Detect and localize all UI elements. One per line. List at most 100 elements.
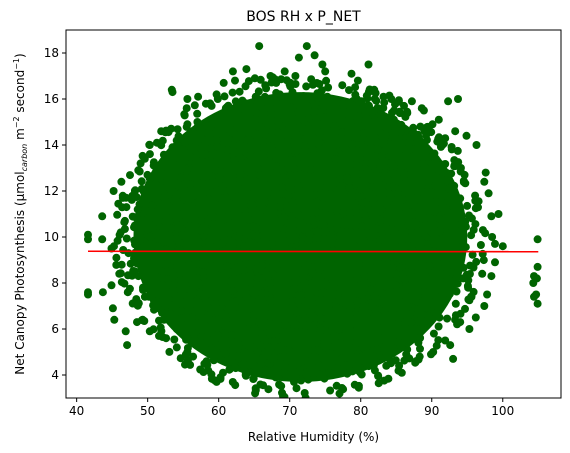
scatter-point — [167, 224, 176, 233]
scatter-point — [277, 165, 286, 173]
scatter-point — [183, 95, 192, 103]
scatter-point — [327, 256, 335, 265]
scatter-point — [151, 180, 160, 188]
scatter-point — [290, 164, 299, 173]
scatter-point — [491, 239, 499, 248]
x-tick-label: 90 — [424, 404, 439, 418]
scatter-point — [351, 134, 360, 143]
scatter-point — [352, 160, 361, 169]
scatter-point — [337, 181, 346, 190]
scatter-point — [159, 252, 168, 260]
scatter-point — [472, 257, 481, 266]
scatter-point — [223, 262, 232, 271]
scatter-point — [259, 205, 268, 214]
scatter-point — [345, 310, 354, 319]
scatter-point — [354, 120, 363, 129]
scatter-point — [403, 338, 412, 347]
scatter-point — [146, 240, 155, 249]
scatter-point — [443, 267, 452, 275]
scatter-point — [456, 164, 465, 172]
scatter-point — [428, 120, 437, 129]
scatter-point — [487, 272, 496, 281]
scatter-point — [166, 245, 175, 254]
scatter-point — [294, 137, 303, 146]
scatter-point — [315, 80, 324, 88]
scatter-point — [312, 227, 321, 236]
scatter-point — [400, 101, 408, 110]
scatter-point — [404, 160, 413, 169]
scatter-point — [266, 120, 275, 129]
scatter-point — [456, 318, 465, 327]
scatter-point — [321, 142, 330, 151]
scatter-point — [260, 109, 268, 118]
scatter-point — [480, 177, 489, 186]
scatter-point — [353, 297, 362, 306]
scatter-point — [346, 228, 355, 237]
scatter-point — [284, 192, 293, 201]
scatter-point — [182, 104, 191, 113]
scatter-point — [469, 225, 478, 234]
scatter-point — [385, 204, 394, 213]
scatter-point — [219, 368, 227, 377]
scatter-point — [427, 350, 435, 359]
scatter-point — [133, 205, 142, 214]
scatter-point — [339, 209, 348, 218]
scatter-point — [384, 189, 393, 197]
scatter-point — [425, 262, 434, 270]
scatter-point — [324, 83, 333, 92]
scatter-point — [402, 350, 411, 359]
scatter-point — [207, 150, 216, 159]
scatter-point — [182, 331, 191, 340]
scatter-point — [226, 300, 235, 309]
scatter-point — [263, 272, 272, 281]
scatter-point — [290, 306, 299, 315]
scatter-point — [167, 85, 176, 94]
scatter-point — [239, 204, 248, 213]
scatter-point — [300, 328, 309, 337]
scatter-point — [255, 211, 264, 219]
scatter-point — [254, 242, 263, 251]
scatter-point — [212, 242, 221, 251]
scatter-point — [450, 162, 459, 171]
scatter-point — [249, 311, 258, 320]
scatter-point — [199, 268, 208, 277]
scatter-point — [228, 128, 237, 137]
scatter-point — [392, 270, 401, 279]
scatter-point — [361, 119, 370, 128]
scatter-point — [431, 292, 440, 300]
scatter-point — [178, 203, 187, 212]
scatter-point — [267, 303, 276, 312]
scatter-point — [387, 160, 396, 168]
scatter-point — [254, 95, 263, 103]
scatter-point — [139, 187, 148, 195]
scatter-point — [207, 172, 216, 181]
scatter-point — [266, 72, 275, 80]
scatter-point — [237, 225, 246, 233]
scatter-point — [254, 297, 263, 306]
scatter-point — [190, 336, 199, 345]
scatter-point — [321, 250, 330, 259]
scatter-point — [164, 128, 173, 137]
scatter-point — [357, 97, 366, 106]
scatter-point — [148, 201, 157, 210]
scatter-point — [242, 65, 251, 74]
x-tick-label: 70 — [282, 404, 297, 418]
scatter-point — [432, 269, 441, 278]
scatter-point — [379, 161, 388, 170]
scatter-point — [478, 269, 487, 278]
scatter-point — [438, 141, 447, 149]
scatter-point — [337, 354, 346, 363]
scatter-point — [321, 67, 330, 76]
scatter-point — [451, 311, 460, 320]
scatter-point — [203, 122, 212, 131]
scatter-point — [310, 107, 319, 115]
scatter-point — [409, 128, 418, 137]
scatter-point — [465, 211, 473, 220]
scatter-point — [299, 115, 308, 124]
scatter-point — [291, 72, 300, 80]
scatter-point — [461, 304, 469, 313]
scatter-point — [384, 176, 393, 185]
scatter-point — [364, 60, 373, 69]
scatter-point — [184, 201, 193, 209]
scatter-point — [416, 242, 425, 251]
